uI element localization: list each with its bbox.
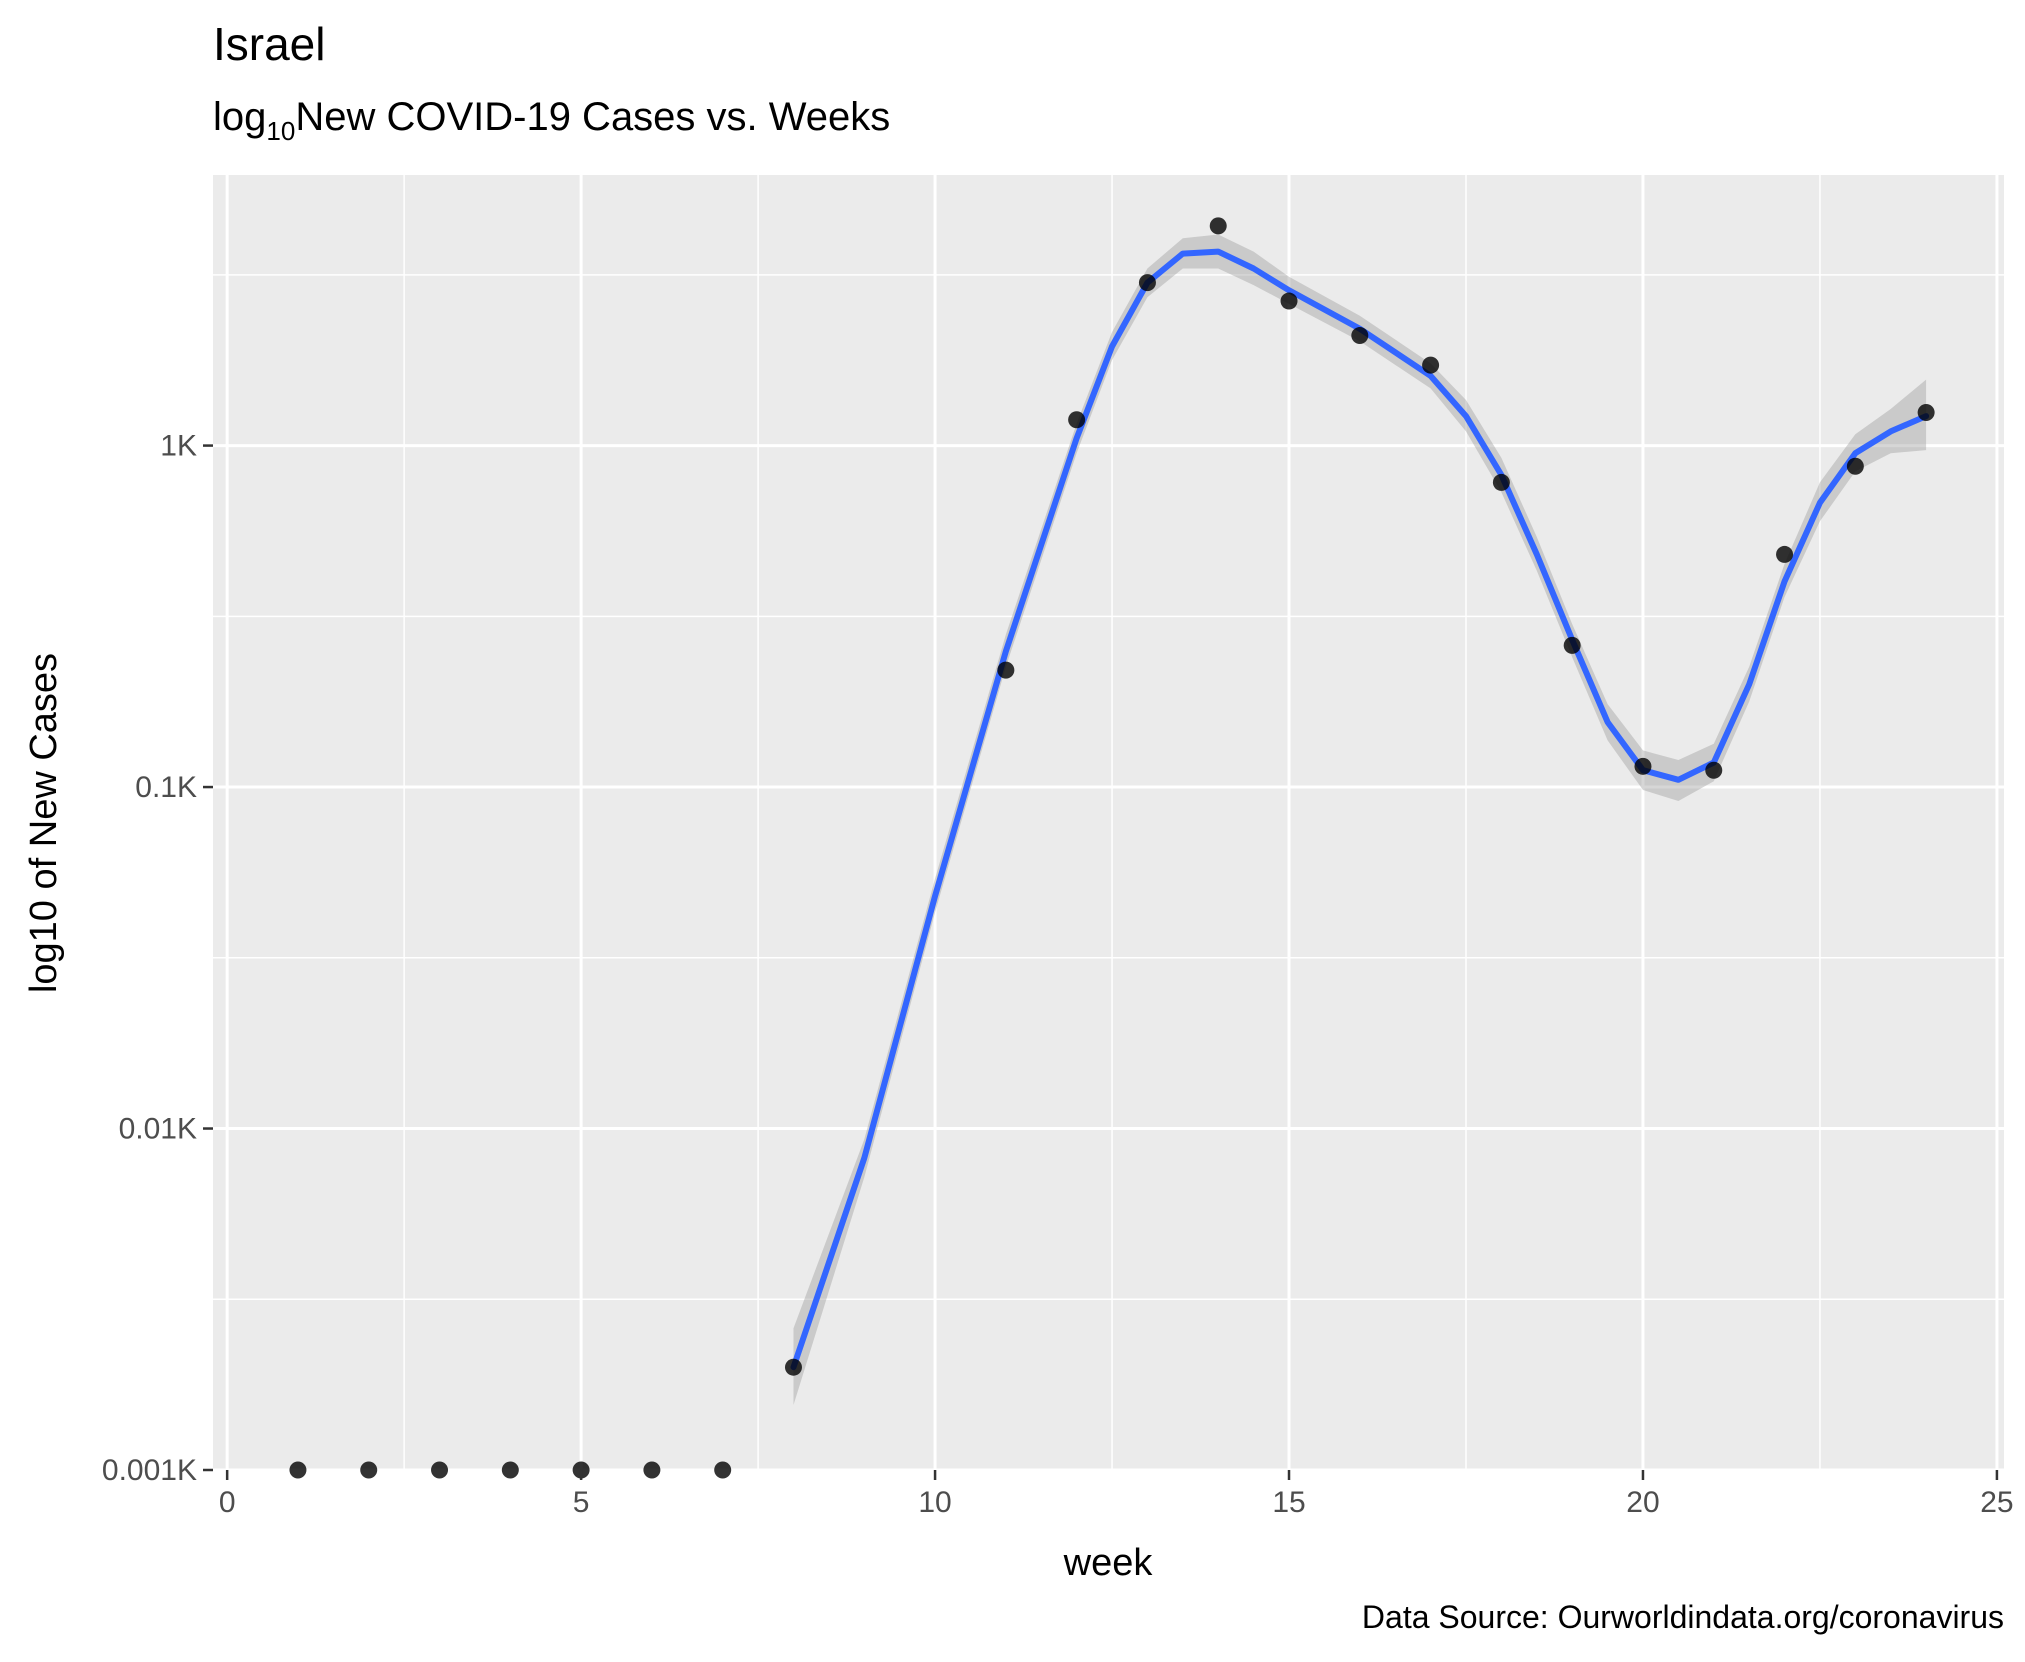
data-point	[1705, 761, 1723, 779]
grid-minor	[213, 175, 2004, 1470]
data-point	[1776, 545, 1794, 563]
plot-panel	[213, 175, 2004, 1470]
y-tick-label: 0.1K	[135, 771, 197, 804]
x-tick-label: 25	[1980, 1486, 2013, 1519]
data-point	[431, 1461, 449, 1479]
data-point	[1634, 757, 1652, 775]
data-point	[1209, 217, 1227, 235]
data-point	[643, 1461, 661, 1479]
y-tick-label: 0.01K	[119, 1113, 197, 1146]
x-axis: 0 5 10 15 20 25	[219, 1470, 2014, 1519]
data-point	[1068, 411, 1086, 429]
y-axis-title: log10 of New Cases	[23, 653, 65, 993]
data-point	[714, 1461, 732, 1479]
x-tick-label: 0	[219, 1486, 236, 1519]
data-point	[1563, 636, 1581, 654]
data-point	[1351, 327, 1369, 345]
data-point	[784, 1358, 802, 1376]
x-tick-label: 5	[573, 1486, 590, 1519]
data-point	[360, 1461, 378, 1479]
y-tick-label: 0.001K	[102, 1454, 197, 1487]
y-axis: 0.001K 0.01K 0.1K 1K	[102, 430, 213, 1487]
y-tick-label: 1K	[160, 430, 197, 463]
data-point	[501, 1461, 519, 1479]
data-point	[1917, 403, 1935, 421]
chart-subtitle: log10New COVID-19 Cases vs. Weeks	[213, 95, 890, 146]
subtitle-rest: New COVID-19 Cases vs. Weeks	[295, 95, 890, 139]
x-tick-label: 20	[1626, 1486, 1659, 1519]
data-point	[1422, 356, 1440, 374]
data-point	[1138, 274, 1156, 292]
data-point	[1280, 292, 1298, 310]
data-point	[997, 661, 1015, 679]
x-tick-label: 10	[918, 1486, 951, 1519]
data-points	[289, 217, 1935, 1479]
subtitle-log: log	[213, 95, 266, 139]
data-source-caption: Data Source: Ourworldindata.org/coronavi…	[1362, 1599, 2004, 1635]
x-axis-title: week	[1063, 1542, 1154, 1584]
data-point	[1846, 457, 1864, 475]
x-tick-label: 15	[1272, 1486, 1305, 1519]
data-point	[289, 1461, 307, 1479]
subtitle-subscript: 10	[266, 116, 295, 146]
data-point	[1492, 473, 1510, 491]
chart-title: Israel	[213, 18, 325, 70]
smooth-line	[790, 248, 1930, 1371]
